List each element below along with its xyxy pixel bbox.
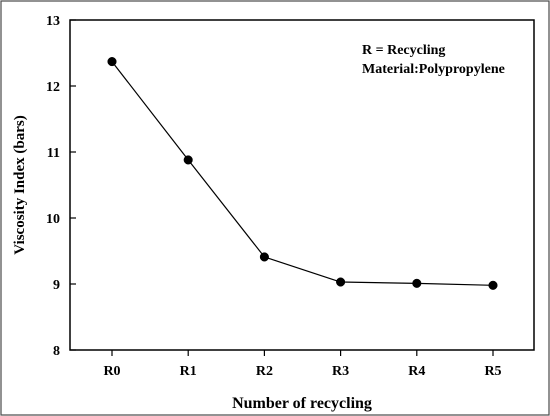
y-tick-label-12: 12 (46, 80, 60, 95)
data-point-R3 (336, 277, 346, 287)
x-tick-label-R4: R4 (408, 364, 425, 379)
annotation-line-2: Material:Polypropylene (362, 62, 505, 77)
x-tick-label-R2: R2 (256, 364, 273, 379)
y-tick-label-10: 10 (46, 212, 60, 227)
y-axis-label: Viscosity Index (bars) (12, 115, 28, 254)
x-tick-label-R0: R0 (103, 364, 120, 379)
y-tick-label-13: 13 (46, 14, 60, 29)
y-tick-label-8: 8 (53, 344, 60, 359)
data-point-R5 (488, 280, 498, 290)
series-line-segment-4 (416, 282, 494, 286)
x-axis-label: Number of recycling (232, 395, 372, 412)
y-tick-label-11: 11 (47, 146, 60, 161)
series-line-segment-2 (264, 256, 341, 283)
data-point-R1 (183, 155, 193, 165)
series-points-layer (107, 57, 498, 290)
data-point-R4 (412, 278, 422, 288)
series-line-segment-1 (187, 159, 265, 258)
series-line-layer (111, 61, 494, 286)
y-tick-label-9: 9 (53, 278, 60, 293)
plot-area (69, 19, 535, 351)
data-point-R2 (259, 252, 269, 262)
x-tick-label-R3: R3 (332, 364, 349, 379)
x-tick-label-R5: R5 (484, 364, 501, 379)
series-line-segment-3 (340, 281, 417, 284)
x-tick-label-R1: R1 (180, 364, 197, 379)
data-point-R0 (107, 57, 117, 67)
series-line-segment-0 (111, 61, 189, 161)
axis-ticks-layer (70, 19, 494, 356)
annotation-line-1: R = Recycling (362, 43, 445, 58)
tick-labels-layer: 8 9 10 11 12 13 R0 R1 R2 R3 R4 R5 (46, 14, 502, 379)
